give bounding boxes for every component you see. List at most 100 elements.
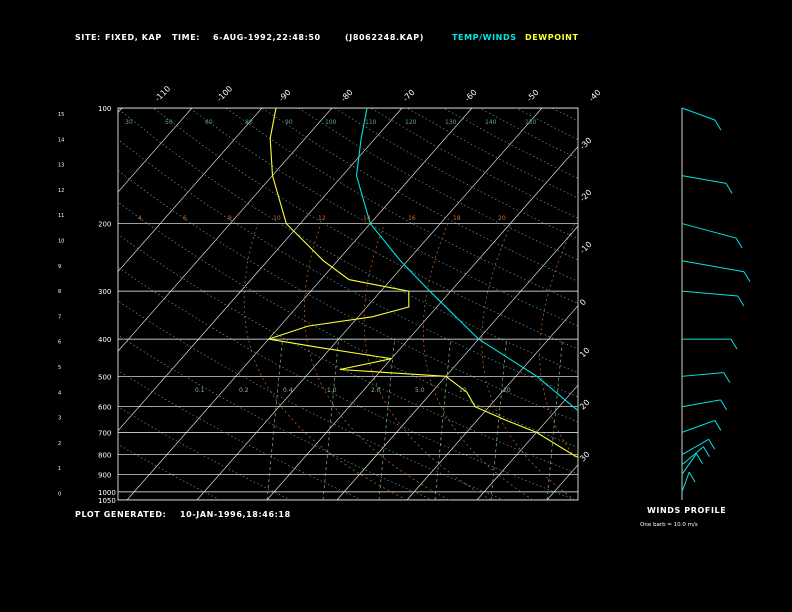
height-km-label: 9 (58, 264, 61, 270)
legend-temp: TEMP/WINDS (452, 33, 517, 42)
height-km-label: 7 (58, 314, 61, 320)
plot-inner (0, 108, 792, 500)
wind-barb (681, 438, 709, 456)
dry-adiabat (118, 406, 292, 500)
moist-adiabat-label: 6 (183, 215, 187, 222)
dry-adiabat (225, 108, 578, 304)
right-temp-label: -20 (578, 188, 594, 204)
pressure-tick-label: 600 (98, 404, 111, 412)
wind-barb-flag (723, 372, 731, 383)
top-temp-label: -90 (277, 88, 293, 104)
wind-barb (681, 446, 704, 466)
dry-adiabat-label: 100 (325, 119, 337, 126)
dry-adiabat-label: 80 (245, 119, 253, 126)
dry-adiabat-label: 120 (405, 119, 417, 126)
dry-adiabat (118, 266, 576, 500)
wind-barb (681, 107, 716, 121)
moist-adiabat (243, 223, 408, 500)
right-temp-label: 10 (578, 346, 592, 360)
wind-barb-flag (743, 271, 751, 282)
top-temp-label: -60 (463, 88, 479, 104)
dry-adiabat (406, 108, 578, 199)
dry-adiabat (118, 443, 221, 500)
legend-dewpoint: DEWPOINT (525, 33, 579, 42)
site-value: FIXED, KAP (105, 33, 162, 42)
wind-barb (681, 419, 716, 433)
moist-adiabat (708, 224, 765, 500)
plot-frame (117, 107, 579, 501)
pressure-tick-label: 700 (98, 429, 111, 437)
wind-barb (681, 399, 721, 408)
moist-adiabat (539, 223, 578, 462)
pressure-tick-label: 900 (98, 471, 111, 479)
isotherm-line (126, 108, 473, 500)
right-temp-label: -10 (578, 240, 594, 256)
mixing-ratio-label: 1.0 (327, 387, 337, 394)
wind-barb-flag (725, 183, 733, 194)
pressure-tick-label: 1000 (98, 489, 116, 497)
dry-adiabat (118, 233, 578, 475)
isotherm-line (406, 305, 578, 500)
time-value: 6-AUG-1992,22:48:50 (213, 33, 321, 42)
wind-barb-flag (720, 399, 728, 411)
pressure-tick-label: 300 (98, 288, 111, 296)
dewpoint-profile (268, 108, 578, 459)
height-km-label: 0 (58, 492, 61, 498)
mixing-ratio-line (434, 339, 451, 500)
winds-profile (681, 107, 751, 500)
dry-adiabat (118, 370, 363, 500)
wind-barb (681, 471, 690, 493)
dry-adiabat-label: 50 (165, 119, 173, 126)
wind-barb (681, 223, 737, 239)
pressure-tick-label: 200 (98, 221, 111, 229)
top-temp-label: -110 (153, 84, 172, 103)
wind-barb-flag (708, 439, 716, 450)
dry-adiabat (152, 108, 578, 350)
height-km-label: 5 (58, 365, 61, 371)
moist-adiabat-label: 18 (453, 215, 461, 222)
height-km-label: 2 (58, 441, 61, 447)
isotherm-line (266, 146, 578, 500)
moist-adiabat (422, 223, 534, 500)
height-km-label: 11 (58, 213, 64, 219)
moist-adiabat (481, 223, 576, 500)
height-km-label: 15 (58, 112, 64, 118)
wind-barb-flag (696, 453, 703, 464)
height-km-label: 6 (58, 340, 61, 346)
dry-adiabat (588, 108, 792, 500)
wind-barb-flag (730, 338, 738, 350)
pressure-tick-label: 800 (98, 452, 111, 460)
dry-adiabat (624, 108, 792, 500)
mixing-ratio-label: 0.2 (239, 387, 249, 394)
wind-barb-flag (735, 237, 743, 249)
dry-adiabat (118, 138, 578, 398)
moist-adiabat (653, 224, 702, 500)
isotherm-line (118, 108, 263, 273)
time-label: TIME: (172, 33, 201, 42)
dry-adiabat-label: 110 (365, 119, 377, 126)
isotherm-line (0, 108, 52, 500)
mixing-ratio-line (322, 339, 339, 500)
site-label: SITE: (75, 33, 101, 42)
winds-profile-title: WINDS PROFILE (647, 506, 727, 515)
top-temp-label: -70 (401, 88, 417, 104)
wind-barb (681, 175, 727, 184)
dry-adiabat-label: 60 (205, 119, 213, 126)
wind-barb-flag (714, 119, 722, 131)
height-km-label: 3 (58, 416, 61, 422)
height-km-label: 13 (58, 163, 64, 169)
height-km-label: 1 (58, 466, 61, 472)
mixing-ratio-line (546, 339, 563, 500)
right-temp-label: 0 (578, 297, 588, 307)
dry-adiabat (118, 201, 578, 448)
dry-adiabat (479, 108, 578, 160)
height-km-label: 4 (58, 390, 61, 396)
isotherm-line (757, 108, 792, 500)
right-temp-label: -30 (578, 136, 594, 152)
height-km-label: 8 (58, 289, 61, 295)
isotherm-line (196, 108, 543, 500)
plot-generated-label: PLOT GENERATED: (75, 510, 167, 519)
pressure-tick-label: 500 (98, 373, 111, 381)
plot-generated-value: 10-JAN-1996,18:46:18 (180, 510, 291, 519)
